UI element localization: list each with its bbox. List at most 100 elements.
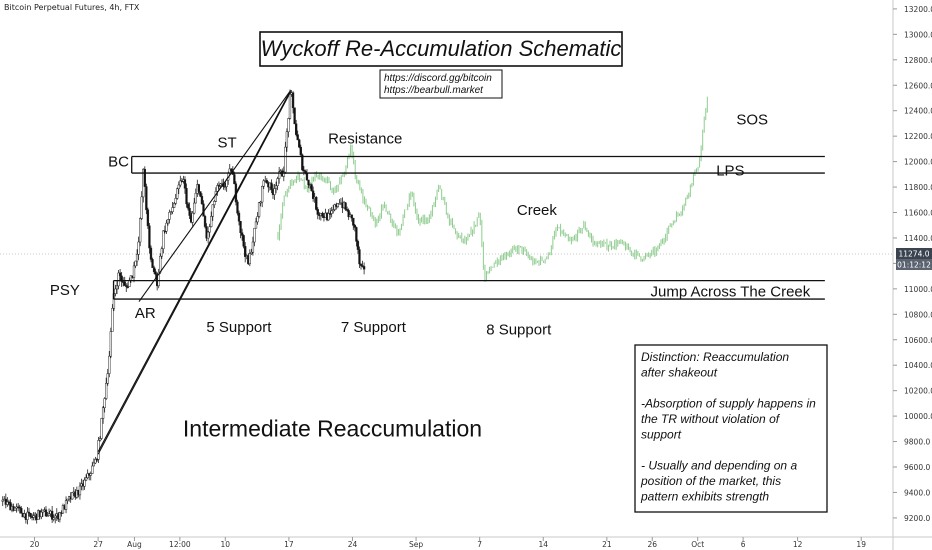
- candle-body: [276, 178, 279, 187]
- candle-body: [298, 139, 301, 148]
- candle-body: [120, 275, 123, 282]
- candle-body: [200, 196, 204, 205]
- candle-body: [151, 259, 154, 268]
- candle-body: [52, 517, 55, 520]
- candle-body: [265, 180, 268, 184]
- candle-body: [284, 146, 287, 173]
- annotation-s5: 5 Support: [206, 319, 272, 336]
- candle-body: [270, 182, 273, 190]
- candle-body: [244, 246, 247, 257]
- candle-body: [316, 209, 319, 215]
- candle-body: [78, 485, 82, 496]
- candle-body: [253, 227, 256, 243]
- time-tick-label: 14: [538, 540, 548, 549]
- note-line: support: [641, 428, 682, 442]
- candle-body: [154, 271, 157, 275]
- price-tick-label: 10000.0: [904, 412, 932, 421]
- candle-body: [193, 202, 196, 214]
- candle-body: [217, 185, 221, 187]
- price-candles: [1, 89, 366, 525]
- price-tick-label: 9200.0: [904, 514, 930, 523]
- candle-body: [210, 216, 213, 227]
- annotation-psy: PSY: [50, 282, 80, 299]
- candle-body: [358, 249, 361, 265]
- candle-body: [146, 209, 150, 227]
- candle-body: [169, 211, 173, 213]
- candle-body: [145, 186, 148, 211]
- candle-body: [29, 513, 32, 517]
- candle-body: [115, 285, 119, 290]
- candle-body: [213, 201, 216, 206]
- candle-body: [18, 506, 21, 509]
- candle-body: [139, 218, 142, 243]
- candle-body: [197, 184, 201, 192]
- candle-body: [114, 288, 117, 294]
- candle-body: [185, 188, 188, 205]
- candle-body: [40, 511, 43, 518]
- candle-body: [282, 171, 285, 177]
- candle-body: [137, 241, 140, 255]
- time-tick-label: Aug: [127, 540, 142, 549]
- candle-body: [13, 507, 17, 511]
- annotation-lps: LPS: [716, 163, 744, 180]
- time-tick-label: Oct: [691, 540, 704, 549]
- current-price-badge: [896, 247, 932, 259]
- candle-body: [41, 509, 45, 513]
- candle-body: [125, 285, 128, 287]
- candle-body: [256, 216, 259, 223]
- candle-body: [261, 185, 264, 203]
- candle-body: [27, 511, 31, 514]
- annotation-s8: 8 Support: [486, 322, 552, 339]
- candle-body: [64, 500, 68, 510]
- candle-body: [179, 180, 182, 186]
- candle-body: [183, 179, 187, 189]
- candle-body: [106, 373, 109, 384]
- price-tick-label: 9800.0: [904, 438, 930, 447]
- time-tick-label: 27: [93, 540, 103, 549]
- price-tick-label: 11800.0: [904, 183, 932, 192]
- candle-body: [94, 458, 97, 464]
- candle-body: [211, 204, 214, 217]
- candle-body: [239, 221, 242, 233]
- chart-title: Wyckoff Re-Accumulation Schematic: [261, 36, 622, 61]
- annotation-creek: Creek: [517, 202, 558, 219]
- candle-body: [257, 202, 261, 217]
- candle-body: [332, 209, 335, 212]
- candle-body: [259, 201, 262, 204]
- trendline-down: [97, 90, 292, 453]
- candle-body: [254, 221, 258, 229]
- candle-body: [206, 231, 210, 239]
- candle-body: [240, 232, 244, 236]
- candle-body: [176, 188, 179, 199]
- note-line: pattern exhibits strength: [640, 490, 769, 504]
- candle-body: [105, 383, 108, 399]
- candle-body: [166, 219, 170, 224]
- price-tick-label: 12200.0: [904, 132, 932, 141]
- note-line: Distinction: Reaccumulation: [641, 350, 789, 364]
- candle-body: [353, 225, 356, 228]
- price-tick-label: 10200.0: [904, 387, 932, 396]
- candle-body: [168, 211, 171, 220]
- candle-body: [152, 267, 156, 272]
- candle-body: [89, 473, 92, 476]
- candle-body: [66, 498, 69, 501]
- candle-body: [135, 254, 139, 262]
- note-line: after shakeout: [641, 366, 718, 380]
- price-tick-label: 9600.0: [904, 463, 930, 472]
- candle-body: [219, 183, 222, 186]
- time-tick-label: 12: [793, 540, 803, 549]
- candle-body: [352, 217, 355, 226]
- price-tick-label: 12800.0: [904, 56, 932, 65]
- candle-body: [143, 168, 146, 187]
- candle-body: [95, 458, 99, 461]
- candle-body: [47, 513, 51, 517]
- candle-body: [311, 190, 315, 199]
- candle-body: [236, 201, 239, 214]
- candle-body: [174, 198, 177, 204]
- time-tick-label: 17: [284, 540, 294, 549]
- candle-body: [71, 492, 74, 500]
- note-line: - Usually and depending on a: [641, 459, 797, 473]
- candle-body: [327, 213, 330, 221]
- candle-body: [157, 271, 160, 287]
